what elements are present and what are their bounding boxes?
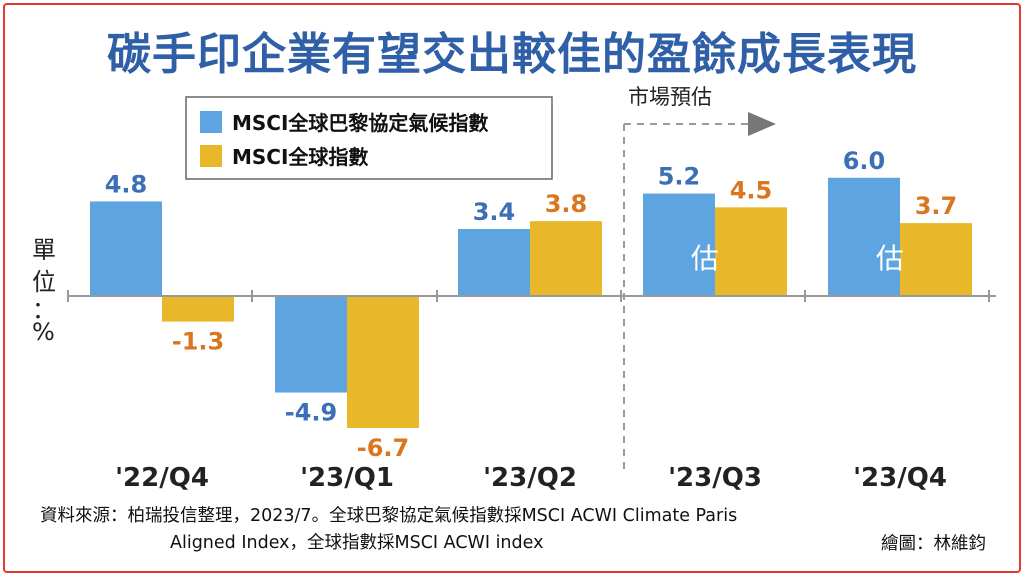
bar-global-2 xyxy=(530,221,602,296)
bar-climate-2 xyxy=(458,229,530,296)
category-label-0: '22/Q4 xyxy=(115,463,209,493)
bar-global-0 xyxy=(162,296,234,322)
credit: 繪圖：林維鈞 xyxy=(881,534,986,554)
data-label-global-0: -1.3 xyxy=(172,328,224,356)
data-label-climate-2: 3.4 xyxy=(473,198,516,226)
unit-label-4: % xyxy=(32,318,55,346)
bar-climate-4 xyxy=(828,177,900,296)
source-note: 資料來源：柏瑞投信整理，2023/7。全球巴黎協定氣候指數採MSCI ACWI … xyxy=(40,503,1000,557)
data-label-global-1: -6.7 xyxy=(357,434,409,462)
axis-ticks-group xyxy=(67,290,990,302)
unit-label-3: ： xyxy=(32,296,56,324)
category-label-4: '23/Q4 xyxy=(853,463,947,493)
forecast-arrow-head xyxy=(748,112,776,136)
source-line-2: Aligned Index，全球指數採MSCI ACWI index xyxy=(170,533,544,553)
estimate-mark-3: 估 xyxy=(691,242,719,275)
data-label-climate-4: 6.0 xyxy=(843,147,886,175)
forecast-label: 市場預估 xyxy=(628,85,712,109)
data-label-climate-3: 5.2 xyxy=(658,163,701,191)
category-label-2: '23/Q2 xyxy=(483,463,577,493)
bar-global-3 xyxy=(715,207,787,296)
data-labels-group: 4.8 -1.3 -4.9 -6.7 3.4 3.8 5.2 4.5 估 6.0 3.7 估 xyxy=(105,147,958,462)
legend-label-global: MSCI全球指數 xyxy=(232,145,368,169)
legend-swatch-global xyxy=(200,145,222,167)
chart-title: 碳手印企業有望交出較佳的盈餘成長表現 xyxy=(107,29,917,80)
bar-climate-0 xyxy=(90,201,162,296)
unit-label-1: 單 xyxy=(32,236,56,264)
category-labels-group: '22/Q4 '23/Q1 '23/Q2 '23/Q3 '23/Q4 xyxy=(115,463,947,493)
source-line-1: 資料來源：柏瑞投信整理，2023/7。全球巴黎協定氣候指數採MSCI ACWI … xyxy=(40,506,738,526)
data-label-global-4: 3.7 xyxy=(915,192,958,220)
data-label-climate-1: -4.9 xyxy=(285,399,337,427)
bar-global-4 xyxy=(900,223,972,296)
category-label-1: '23/Q1 xyxy=(300,463,394,493)
category-label-3: '23/Q3 xyxy=(668,463,762,493)
bar-climate-3 xyxy=(643,193,715,296)
bar-global-1 xyxy=(347,296,419,428)
data-label-global-2: 3.8 xyxy=(545,190,588,218)
data-label-climate-0: 4.8 xyxy=(105,170,148,198)
legend-label-climate: MSCI全球巴黎協定氣候指數 xyxy=(232,111,488,135)
legend-box xyxy=(185,96,553,180)
data-label-global-3: 4.5 xyxy=(730,176,773,204)
estimate-mark-4: 估 xyxy=(876,242,904,275)
unit-label-2: 位 xyxy=(32,268,56,296)
bar-climate-1 xyxy=(275,296,347,393)
bars-group xyxy=(90,177,972,428)
legend-swatch-climate xyxy=(200,111,222,133)
